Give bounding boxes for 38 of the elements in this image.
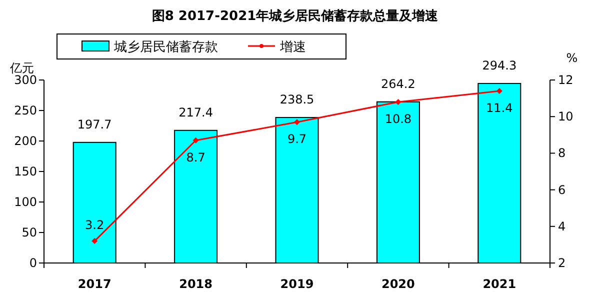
data-label: 10.8: [384, 112, 412, 126]
legend-label: 城乡居民储蓄存款: [113, 40, 218, 55]
x-tick-label: 2021: [482, 277, 516, 291]
x-tick-label: 2018: [179, 277, 213, 291]
chart-title: 图8 2017-2021年城乡居民储蓄存款总量及增速: [152, 8, 440, 24]
y-tick-label: 50: [22, 226, 37, 240]
point: [294, 119, 300, 126]
point: [395, 98, 402, 105]
y2-axis-title: %: [566, 51, 578, 65]
data-label: 294.3: [482, 58, 517, 72]
y2-tick-label: 2: [558, 256, 566, 270]
y2-tick-label: 10: [558, 110, 574, 124]
y-tick-label: 100: [14, 195, 37, 209]
y-axis-title: 亿元: [9, 61, 34, 75]
data-label: 3.2: [85, 218, 104, 232]
y-tick-label: 300: [14, 73, 37, 87]
y-tick-label: 150: [14, 164, 37, 178]
x-tick-label: 2020: [381, 277, 415, 291]
y2-tick-label: 8: [558, 146, 566, 160]
data-label: 217.4: [178, 105, 213, 120]
point: [192, 137, 199, 144]
point: [92, 238, 98, 244]
point: [496, 88, 502, 94]
data-label: 238.5: [280, 92, 314, 107]
data-label: 9.7: [287, 132, 307, 146]
y-tick-label: 200: [14, 134, 37, 148]
x-tick-label: 2017: [78, 277, 112, 291]
legend-label: 增速: [279, 40, 306, 55]
y-tick-label: 250: [14, 104, 37, 118]
data-label: 264.2: [381, 76, 416, 91]
y2-tick-label: 12: [558, 73, 574, 87]
y2-tick-label: 6: [558, 182, 566, 197]
data-label: 11.4: [486, 100, 513, 115]
data-label: 8.7: [186, 150, 206, 164]
data-label: 197.7: [77, 117, 112, 132]
y-tick-label: 0: [29, 256, 37, 270]
y2-tick-label: 4: [558, 219, 566, 234]
x-tick-label: 2019: [280, 277, 314, 291]
